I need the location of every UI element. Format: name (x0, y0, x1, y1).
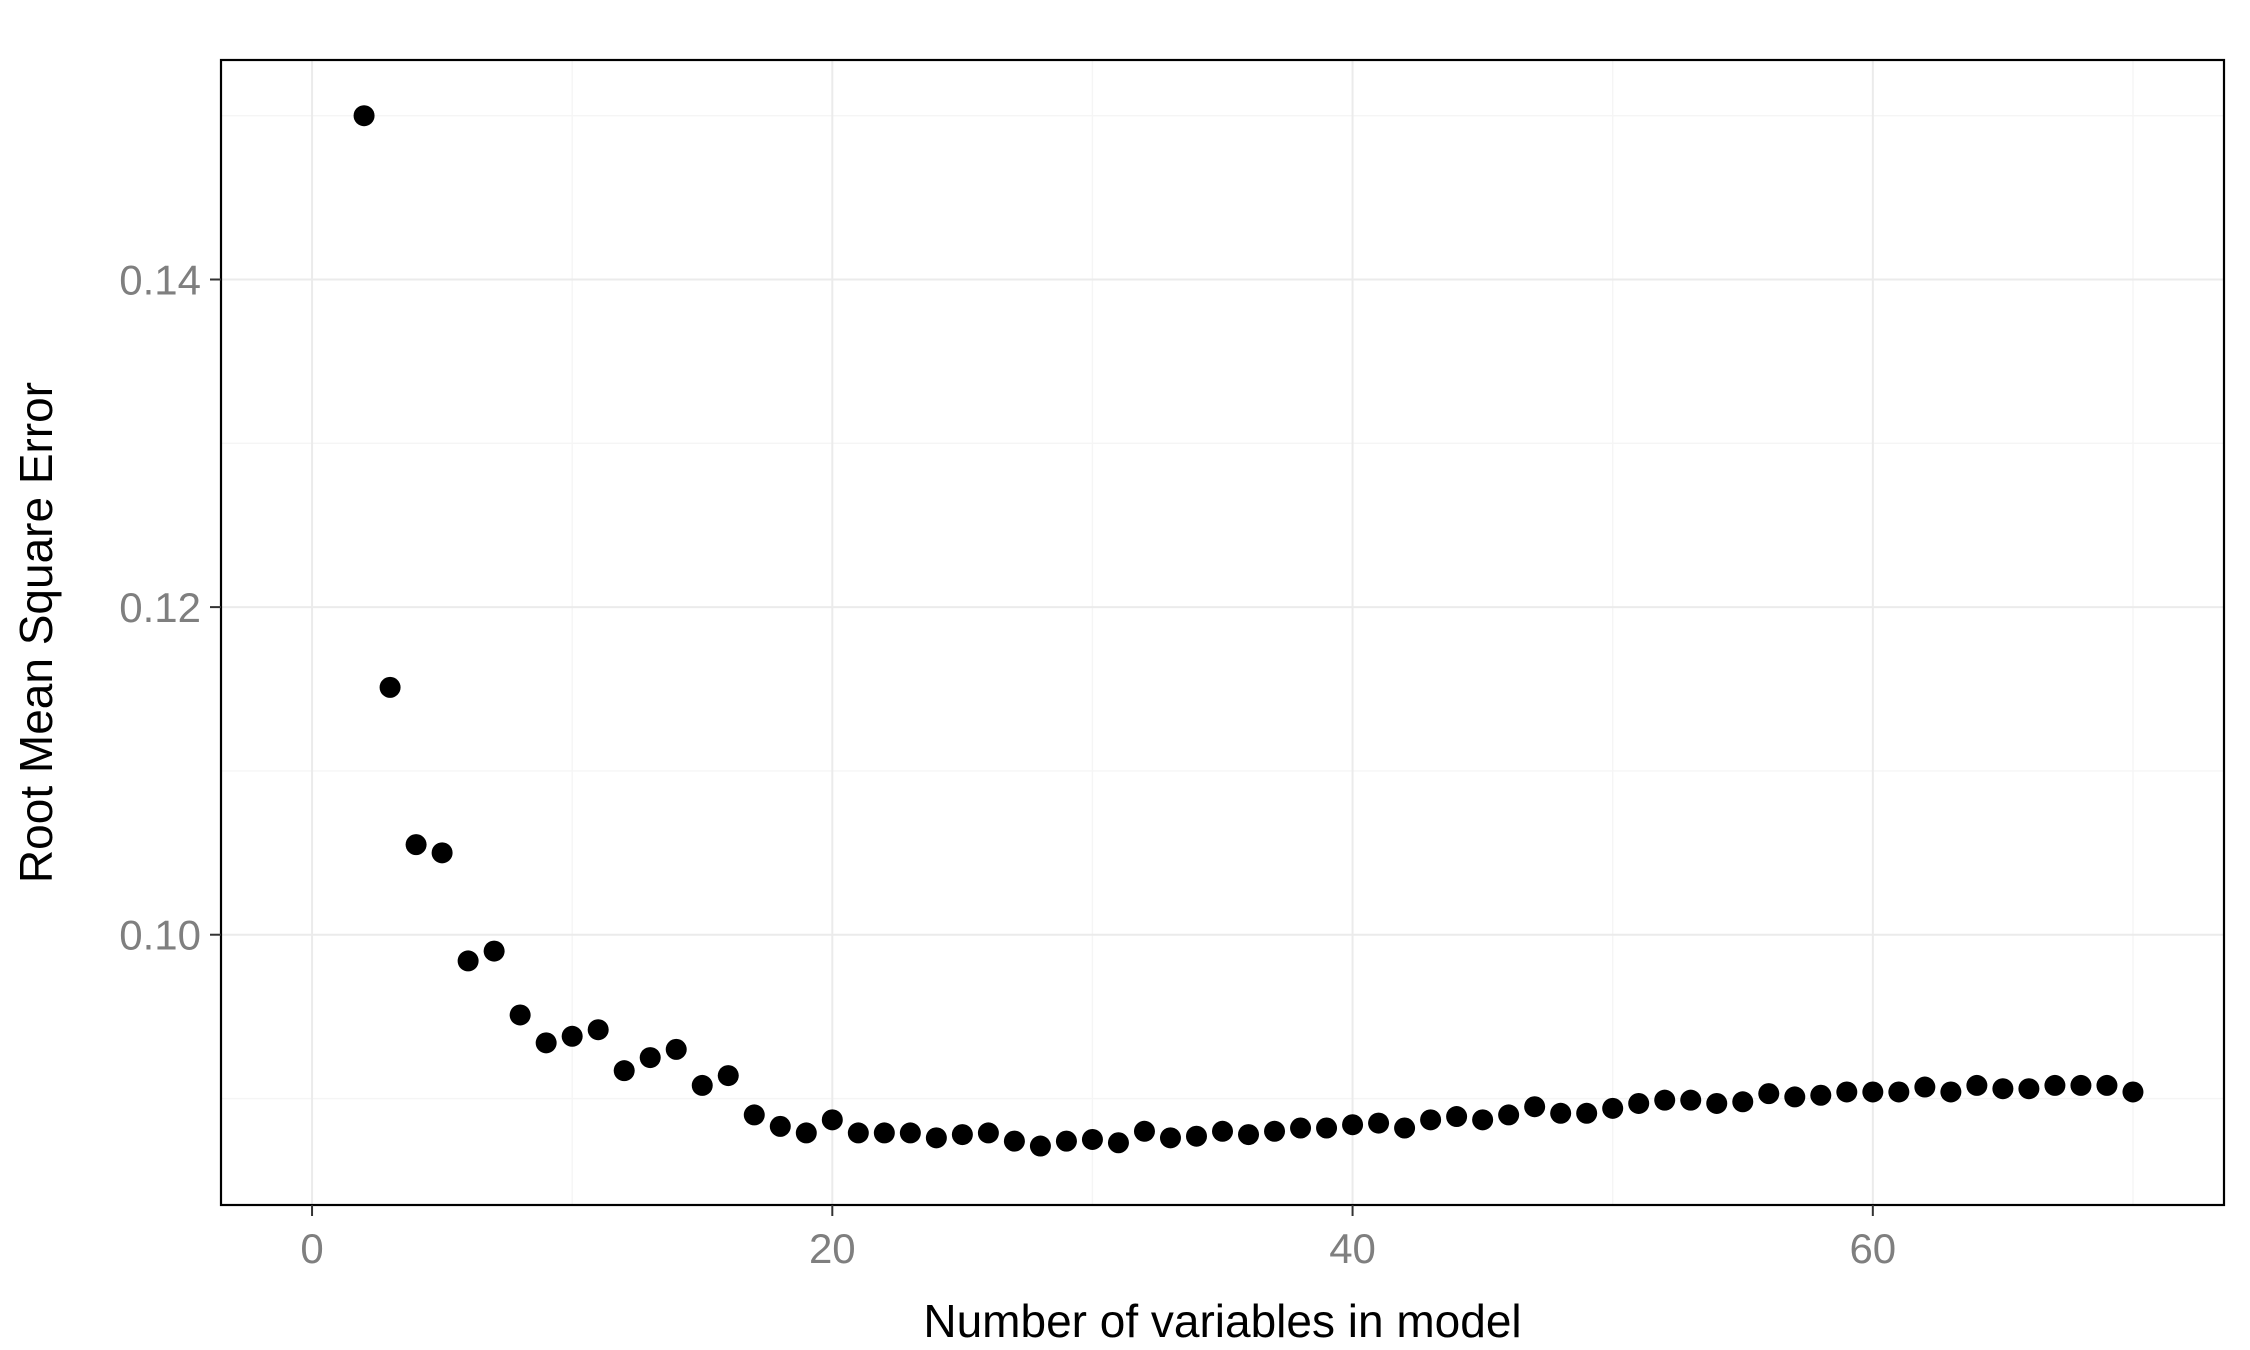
data-point (1446, 1106, 1468, 1128)
plot-panel-border (219, 58, 2226, 1207)
data-point (1472, 1109, 1494, 1131)
data-point (1992, 1078, 2014, 1100)
data-point (353, 105, 375, 127)
x-tick-label: 60 (1849, 1225, 1896, 1272)
data-point (1185, 1125, 1207, 1147)
data-point (1524, 1096, 1546, 1118)
data-point (457, 950, 479, 972)
data-point (1159, 1127, 1181, 1149)
data-point (1732, 1091, 1754, 1113)
data-point (1576, 1102, 1598, 1124)
data-point (1602, 1097, 1624, 1119)
data-point (743, 1104, 765, 1126)
data-point (535, 1032, 557, 1054)
data-point (2122, 1081, 2144, 1103)
data-point (1133, 1120, 1155, 1142)
y-tick-label: 0.10 (119, 912, 201, 959)
data-point (1394, 1117, 1416, 1139)
x-tick-label: 40 (1329, 1225, 1376, 1272)
data-point (665, 1038, 687, 1060)
data-point (613, 1060, 635, 1082)
data-point (795, 1122, 817, 1144)
plot-panel-background (221, 60, 2224, 1205)
data-point (2096, 1074, 2118, 1096)
data-point (1316, 1117, 1338, 1139)
y-tick-label: 0.14 (119, 256, 201, 303)
data-point (821, 1109, 843, 1131)
data-point (1888, 1081, 1910, 1103)
y-axis-title: Root Mean Square Error (10, 382, 62, 883)
data-point (483, 940, 505, 962)
data-point (1706, 1092, 1728, 1114)
data-point (1914, 1076, 1936, 1098)
data-point (1810, 1084, 1832, 1106)
data-point (639, 1047, 661, 1069)
data-point (2018, 1078, 2040, 1100)
data-point (1029, 1135, 1051, 1157)
x-axis-title: Number of variables in model (923, 1295, 1521, 1347)
data-point (769, 1115, 791, 1137)
data-point (977, 1122, 999, 1144)
data-point (1758, 1083, 1780, 1105)
x-tick-label: 0 (300, 1225, 323, 1272)
data-point (431, 842, 453, 864)
data-point (1654, 1089, 1676, 1111)
data-point (1628, 1092, 1650, 1114)
gridlines (221, 60, 2224, 1205)
data-point (1368, 1112, 1390, 1134)
data-point (1081, 1128, 1103, 1150)
y-tick-label: 0.12 (119, 584, 201, 631)
data-point (951, 1124, 973, 1146)
data-point (1966, 1074, 1988, 1096)
data-point (717, 1065, 739, 1087)
data-point (847, 1122, 869, 1144)
data-point (873, 1122, 895, 1144)
data-point (1238, 1124, 1260, 1146)
data-point (1342, 1114, 1364, 1136)
data-point (1784, 1086, 1806, 1108)
data-point (561, 1025, 583, 1047)
data-point (1836, 1081, 1858, 1103)
data-point (2044, 1074, 2066, 1096)
x-tick-label: 20 (809, 1225, 856, 1272)
data-point (1264, 1120, 1286, 1142)
data-point (925, 1127, 947, 1149)
data-point (1055, 1130, 1077, 1152)
data-point (1680, 1089, 1702, 1111)
data-point (509, 1004, 531, 1026)
data-point (1550, 1102, 1572, 1124)
data-point (1290, 1117, 1312, 1139)
data-point (587, 1019, 609, 1041)
axis-ticks: 0 20 40 60 0.10 0.12 0.14 (119, 256, 1896, 1272)
data-point (1862, 1081, 1884, 1103)
data-point (691, 1074, 713, 1096)
data-point (1498, 1104, 1520, 1126)
data-point (1107, 1132, 1129, 1154)
data-point (1940, 1081, 1962, 1103)
data-point (1212, 1120, 1233, 1142)
data-point (405, 834, 427, 856)
data-point (899, 1122, 921, 1144)
data-point (2070, 1074, 2092, 1096)
data-points (353, 105, 2144, 1157)
data-point (379, 676, 401, 698)
data-point (1003, 1130, 1025, 1152)
data-point (1420, 1109, 1442, 1131)
